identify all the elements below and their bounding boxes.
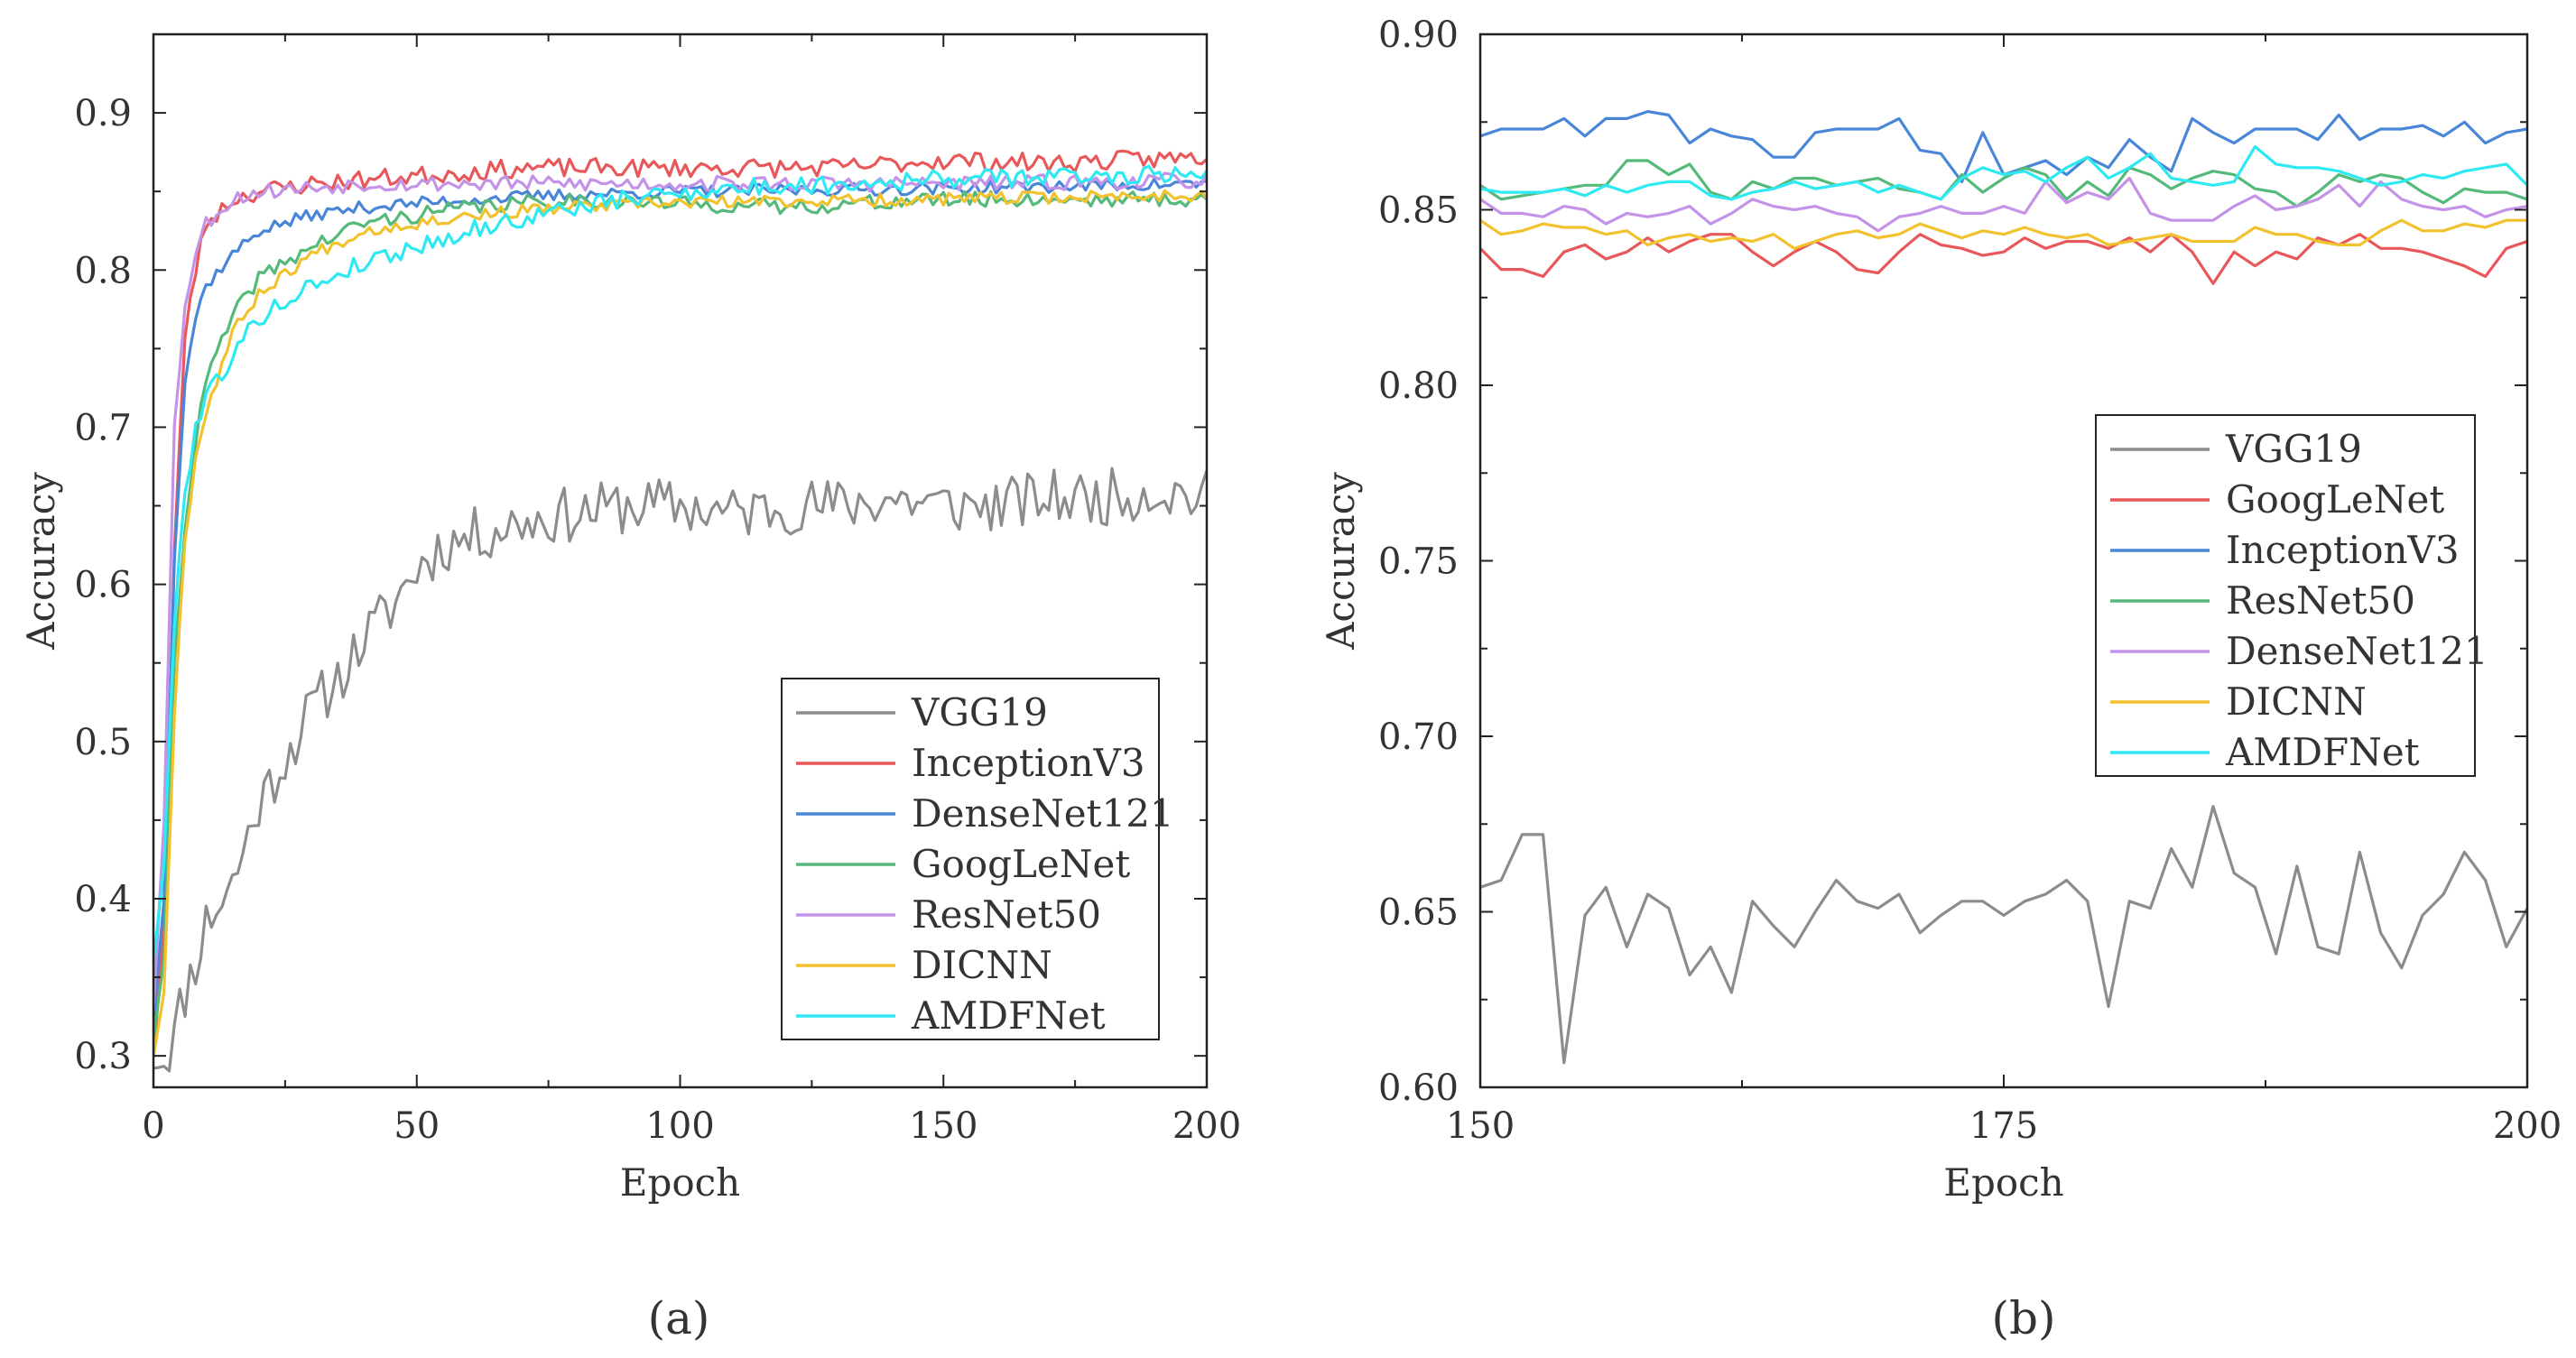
panel-a-legend: VGG19 InceptionV3 DenseNet121 GoogLeNet ResN… — [781, 678, 1174, 1040]
panel-a-legend-label-resnet50: ResNet50 — [912, 892, 1101, 937]
panel-a-series-vgg19 — [153, 467, 1207, 1073]
panel-a-y-axis-label: Accuracy — [19, 472, 63, 651]
panel-a-y-tick-label: 0.7 — [74, 407, 132, 448]
panel-a-y-tick-label: 0.9 — [74, 93, 132, 134]
panel-b-legend-box — [2095, 414, 2476, 777]
panel-b-series-googlenet — [1480, 233, 2527, 285]
panel-a-caption: (a) — [648, 1292, 710, 1344]
panel-a-y-tick-label: 0.6 — [74, 565, 132, 606]
panel-a-x-tick-label: 200 — [1172, 1105, 1241, 1147]
panel-a-x-axis-label: Epoch — [620, 1160, 740, 1205]
panel-b-series-dicnn — [1480, 218, 2527, 250]
panel-a-y-tick-label: 0.4 — [74, 879, 132, 920]
panel-b-series-densenet121 — [1480, 176, 2527, 233]
panel-a-legend-label-dicnn: DICNN — [912, 943, 1052, 987]
panel-b-x-tick-label: 200 — [2493, 1105, 2562, 1147]
panel-a-legend-label-vgg19: VGG19 — [911, 690, 1048, 734]
panel-a-y-tick-label: 0.5 — [74, 722, 132, 763]
panel-b: 150 175 200 0.60 0.65 0.70 0.75 0.80 0.85 0.90 Epo… — [1319, 14, 2562, 1344]
panel-b-y-tick-label: 0.75 — [1378, 541, 1459, 583]
panel-b-legend: VGG19 GoogLeNet InceptionV3 ResNet50 DenseNe… — [2095, 414, 2488, 777]
panel-a-x-tick-label: 0 — [142, 1105, 164, 1147]
panel-b-series-resnet50 — [1480, 159, 2527, 208]
panel-b-y-tick-label: 0.90 — [1378, 14, 1459, 56]
panel-a-x-tick-label: 50 — [394, 1105, 440, 1147]
panel-b-legend-label-amdfnet: AMDFNet — [2225, 730, 2420, 774]
panel-b-caption: (b) — [1991, 1292, 2055, 1344]
panel-b-y-tick-label: 0.85 — [1378, 190, 1459, 232]
panel-b-legend-label-inceptionv3: InceptionV3 — [2226, 528, 2460, 572]
panel-b-series-amdfnet — [1480, 144, 2527, 201]
panel-b-y-tick-label: 0.60 — [1378, 1067, 1459, 1109]
panel-a-legend-label-inceptionv3: InceptionV3 — [912, 741, 1145, 785]
panel-b-x-tick-label: 150 — [1446, 1105, 1515, 1147]
panel-b-legend-label-densenet121: DenseNet121 — [2226, 629, 2488, 673]
panel-b-legend-label-dicnn: DICNN — [2226, 679, 2367, 724]
panel-b-legend-label-googlenet: GoogLeNet — [2226, 477, 2444, 522]
panel-a-y-tick-label: 0.3 — [74, 1036, 132, 1077]
panel-b-series-vgg19 — [1480, 805, 2527, 1065]
panel-a-legend-label-densenet121: DenseNet121 — [912, 791, 1174, 836]
panel-b-legend-label-vgg19: VGG19 — [2225, 427, 2362, 471]
panel-a-series-amdfnet — [153, 164, 1207, 964]
panel-a-x-tick-label: 100 — [645, 1105, 714, 1147]
panel-b-y-axis-label: Accuracy — [1319, 472, 1363, 651]
panel-a-y-tick-label: 0.8 — [74, 250, 132, 291]
panel-b-x-tick-label: 175 — [1969, 1105, 2038, 1147]
panel-a: 0 50 100 150 200 0.3 0.4 0.5 0.6 0.7 0.8 0.9 Epoch Ac… — [19, 32, 1241, 1344]
panel-a-plot-area — [153, 149, 1207, 1073]
panel-a-legend-label-amdfnet: AMDFNet — [911, 993, 1106, 1038]
panel-b-y-tick-label: 0.80 — [1378, 365, 1459, 407]
panel-a-legend-box — [781, 678, 1160, 1040]
panel-a-series-dicnn — [153, 189, 1207, 1058]
panel-b-y-tick-label: 0.65 — [1378, 892, 1459, 934]
panel-b-plot-area — [1480, 109, 2527, 1065]
panel-a-x-tick-label: 150 — [909, 1105, 978, 1147]
panel-b-y-tick-label: 0.70 — [1378, 716, 1459, 758]
panel-b-x-axis-label: Epoch — [1943, 1160, 2063, 1205]
panel-b-series-inceptionv3 — [1480, 109, 2527, 183]
panel-a-legend-label-googlenet: GoogLeNet — [912, 842, 1130, 886]
panel-b-legend-label-resnet50: ResNet50 — [2226, 578, 2415, 623]
panel-a-series-densenet121 — [153, 177, 1207, 1026]
